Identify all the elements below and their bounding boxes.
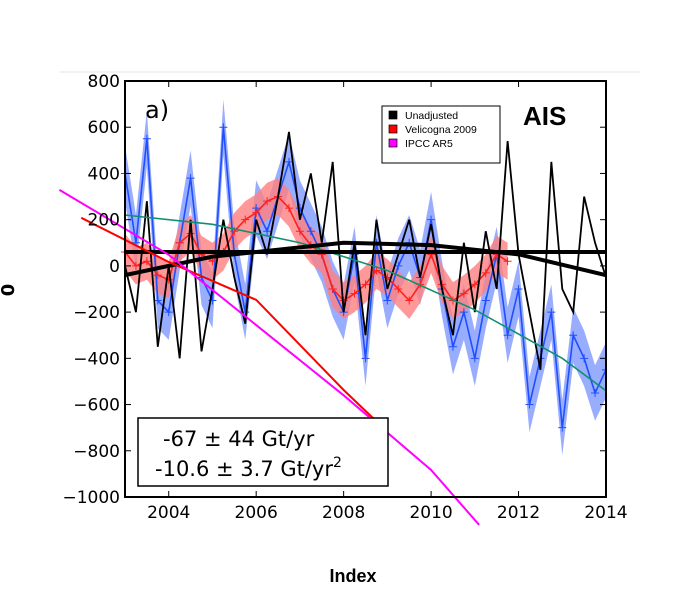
series-line-5 <box>124 240 606 278</box>
x-tick-label: 2006 <box>235 503 278 523</box>
data-point <box>383 296 392 305</box>
data-point <box>284 157 293 166</box>
data-point <box>284 204 293 213</box>
data-point <box>241 215 250 224</box>
data-point <box>558 423 567 432</box>
data-point <box>394 261 403 270</box>
y-tick-label: −200 <box>73 303 120 323</box>
uncertainty-band-1 <box>125 99 606 456</box>
series-line-7 <box>58 188 480 526</box>
y-tick-label: −400 <box>73 349 120 369</box>
y-tick-label: 400 <box>88 164 120 184</box>
legend-label: Velicogna 2009 <box>405 124 477 136</box>
data-point <box>328 285 337 293</box>
y-tick-label: 800 <box>88 72 120 92</box>
data-point <box>448 342 457 351</box>
x-axis-label: Index <box>329 566 376 586</box>
data-point <box>175 238 184 247</box>
y-tick-label: −1000 <box>62 488 120 508</box>
data-point <box>580 354 589 363</box>
data-point <box>263 197 272 206</box>
legend-label: IPCC AR5 <box>405 138 453 150</box>
data-point <box>142 134 151 143</box>
y-tick-label: −600 <box>73 396 120 416</box>
data-point <box>361 354 370 363</box>
data-point <box>252 208 261 217</box>
legend-label: Unadjusted <box>405 110 458 122</box>
panel-label: a) <box>145 96 169 124</box>
data-point <box>470 354 479 363</box>
series-line-3 <box>124 214 606 392</box>
data-point <box>525 400 534 409</box>
data-point <box>405 296 414 305</box>
data-point <box>602 365 606 374</box>
data-point <box>219 123 228 132</box>
data-point <box>164 308 173 317</box>
series-line-0 <box>124 131 606 371</box>
data-point <box>427 215 436 224</box>
data-point <box>306 227 315 236</box>
x-tick-label: 2004 <box>147 503 190 523</box>
data-point <box>569 331 578 340</box>
legend-swatch <box>388 110 398 120</box>
data-point <box>503 331 512 340</box>
x-tick-label: 2012 <box>497 503 540 523</box>
data-point <box>481 268 490 277</box>
plot-frame <box>124 80 607 498</box>
y-tick-label: −800 <box>73 442 120 462</box>
data-point <box>470 280 479 289</box>
data-point <box>153 271 162 280</box>
data-point <box>350 289 359 298</box>
region-label: AIS <box>523 101 566 131</box>
data-point <box>591 389 600 397</box>
series-line-6 <box>80 216 389 433</box>
data-point <box>142 257 151 266</box>
data-point <box>394 285 403 293</box>
legend: Unadjusted Velicogna 2009 IPCC AR5 <box>381 105 501 164</box>
data-point <box>295 227 304 236</box>
data-point <box>514 285 523 293</box>
acceleration-text: -10.6 ± 3.7 Gt/yr2 <box>155 455 342 481</box>
data-point <box>361 280 370 289</box>
y-tick-label: 0 <box>109 257 120 277</box>
y-axis-label: 0 <box>0 284 19 297</box>
data-point <box>503 257 512 266</box>
legend-swatch <box>388 124 398 134</box>
x-tick-label: 2010 <box>409 503 452 523</box>
data-point <box>459 308 468 317</box>
y-tick-label: 200 <box>88 211 120 231</box>
data-point <box>481 296 490 305</box>
legend-swatch <box>388 138 398 148</box>
data-point <box>186 174 195 183</box>
annotation-box: -67 ± 44 Gt/yr -10.6 ± 3.7 Gt/yr2 <box>137 417 389 487</box>
data-point <box>131 261 140 270</box>
data-point <box>459 289 468 298</box>
rate-text: -67 ± 44 Gt/yr <box>163 427 315 451</box>
x-tick-label: 2014 <box>584 503 627 523</box>
x-tick-label: 2008 <box>322 503 365 523</box>
data-point <box>263 227 272 236</box>
y-tick-label: 600 <box>88 118 120 138</box>
data-point <box>547 308 556 317</box>
